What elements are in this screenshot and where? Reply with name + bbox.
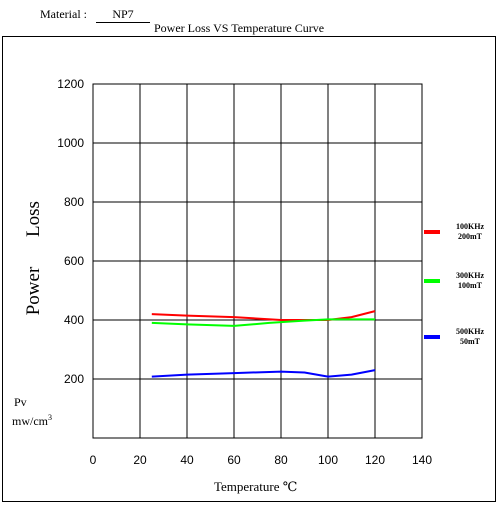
y-axis-unit-text: mw/cm: [12, 414, 48, 428]
legend-item-300khz: 300KHz 100mT: [424, 271, 494, 293]
y-tick-label: 1000: [57, 136, 84, 150]
x-tick-label: 80: [274, 453, 288, 467]
legend-line2: 100mT: [458, 281, 482, 290]
y-axis-symbol: Pv: [14, 395, 27, 409]
legend-swatch-100khz: [424, 230, 440, 234]
legend-item-500khz: 500KHz 50mT: [424, 327, 494, 349]
legend-line1: 300KHz: [456, 271, 484, 280]
series-line-2: [151, 369, 376, 378]
legend-swatch-300khz: [424, 279, 440, 283]
y-tick-label: 800: [64, 195, 84, 209]
y-tick-label: 600: [64, 254, 84, 268]
series-line-1: [151, 318, 375, 327]
y-tick-label: 200: [64, 372, 84, 386]
legend-line2: 50mT: [460, 337, 480, 346]
y-tick-label: 1200: [57, 77, 84, 91]
y-axis-label-power: Power: [23, 266, 44, 316]
y-axis-unit: mw/cm3: [12, 413, 52, 429]
y-axis-unit-sup: 3: [48, 413, 52, 422]
y-tick-label: 400: [64, 313, 84, 327]
legend-line1: 500KHz: [456, 327, 484, 336]
series-line-0: [151, 310, 376, 321]
legend-label-100khz: 100KHz 200mT: [444, 222, 496, 242]
material-value: NP7: [96, 7, 150, 23]
x-tick-label: 60: [227, 453, 241, 467]
x-tick-label: 120: [365, 453, 385, 467]
x-tick-label: 100: [318, 453, 338, 467]
y-axis-label-loss: Loss: [23, 201, 44, 237]
x-tick-label: 40: [180, 453, 194, 467]
x-tick-label: 140: [412, 453, 432, 467]
legend-item-100khz: 100KHz 200mT: [424, 222, 494, 244]
chart-frame: [2, 36, 496, 502]
x-tick-label: 20: [133, 453, 147, 467]
legend-line2: 200mT: [458, 232, 482, 241]
material-label: Material :: [40, 7, 87, 21]
legend-line1: 100KHz: [456, 222, 484, 231]
x-axis-label: Temperature ℃: [214, 479, 298, 494]
x-tick-label: 0: [90, 453, 97, 467]
legend-swatch-500khz: [424, 335, 440, 339]
legend-label-300khz: 300KHz 100mT: [444, 271, 496, 291]
legend-label-500khz: 500KHz 50mT: [444, 327, 496, 347]
chart-title: Power Loss VS Temperature Curve: [154, 21, 325, 35]
